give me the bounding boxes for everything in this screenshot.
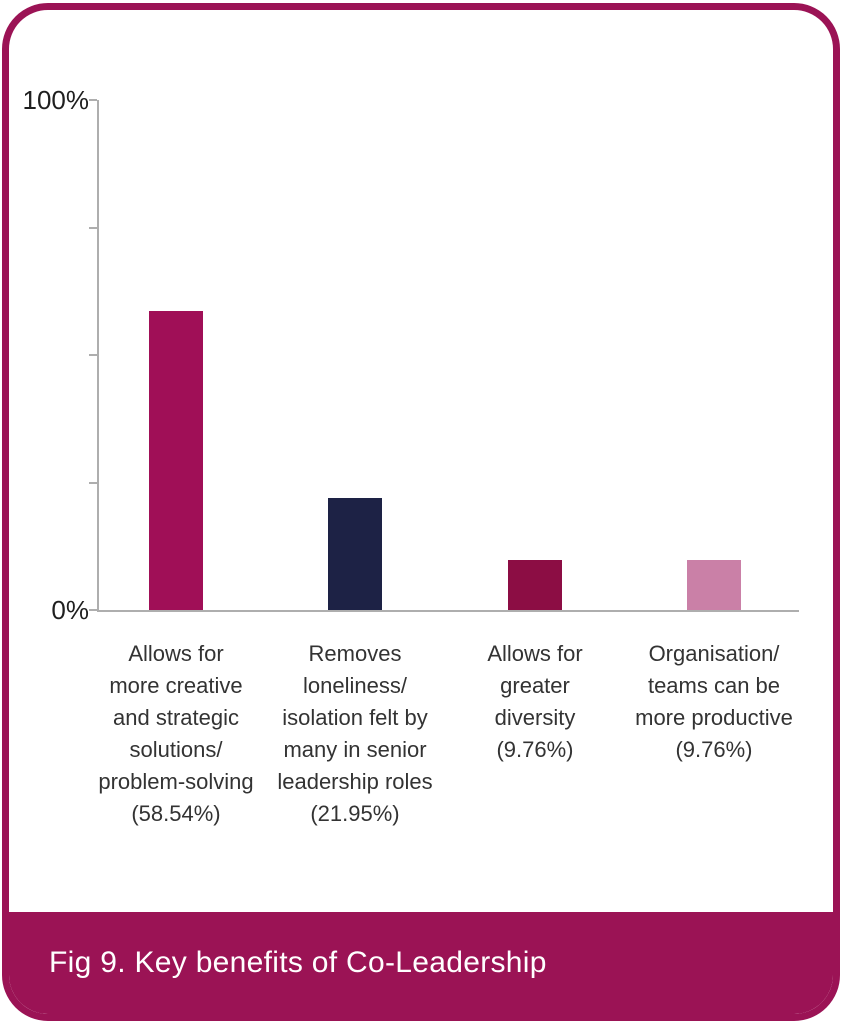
bar-label-line: (9.76%) <box>675 737 753 762</box>
bar-label-line: and strategic <box>113 705 239 730</box>
figure-caption-band: Fig 9. Key benefits of Co-Leadership <box>9 912 833 1014</box>
y-axis-tick <box>89 609 97 611</box>
bar-label-line: more creative <box>109 673 243 698</box>
figure-card: 100% 0% Allows for more creative and strateg… <box>2 3 840 1021</box>
bar-label-line: Allows for <box>128 641 224 666</box>
y-axis-tick <box>89 481 97 484</box>
bar-label-line: problem-solving <box>98 769 254 794</box>
bar-label-line: isolation felt by <box>282 705 428 730</box>
bar-label-line: diversity <box>494 705 576 730</box>
bar-category-label: Allows for more creative and strategic solu… <box>83 638 269 830</box>
figure-caption: Fig 9. Key benefits of Co-Leadership <box>49 946 547 979</box>
y-axis-tick-label: 100% <box>22 85 90 115</box>
bar-label-line: many in senior <box>283 737 427 762</box>
bar <box>508 560 562 610</box>
x-axis-line <box>97 610 799 612</box>
bar <box>687 560 741 610</box>
bar-label-line: Organisation/ <box>648 641 780 666</box>
bar-label-line: (21.95%) <box>310 801 400 826</box>
bar-label-line: Removes <box>308 641 402 666</box>
bar-label-line: (58.54%) <box>131 801 221 826</box>
bar-label-line: teams can be <box>647 673 781 698</box>
bar-label-line: leadership roles <box>277 769 433 794</box>
bar-label-line: greater <box>500 673 570 698</box>
bar-category-label: Organisation/teams can be more productive… <box>621 638 807 766</box>
y-axis-tick-label: 0% <box>51 595 89 625</box>
y-axis-tick <box>89 354 97 356</box>
bar-category-label: Allows for greater diversity (9.76%) <box>442 638 628 766</box>
bar-label-line: loneliness/ <box>303 673 407 698</box>
bar-label-line: solutions/ <box>129 737 223 762</box>
y-axis-tick <box>89 226 97 229</box>
y-axis-line <box>97 100 99 611</box>
plot-area: 100% 0% Allows for more creative and strateg… <box>9 10 833 1014</box>
bar <box>149 311 203 610</box>
bar <box>328 498 382 610</box>
bar-category-label: Removes loneliness/isolation felt by many … <box>262 638 448 830</box>
y-axis-tick <box>89 99 97 101</box>
bar-label-line: Allows for <box>487 641 583 666</box>
bar-label-line: more productive <box>635 705 793 730</box>
bar-label-line: (9.76%) <box>496 737 574 762</box>
